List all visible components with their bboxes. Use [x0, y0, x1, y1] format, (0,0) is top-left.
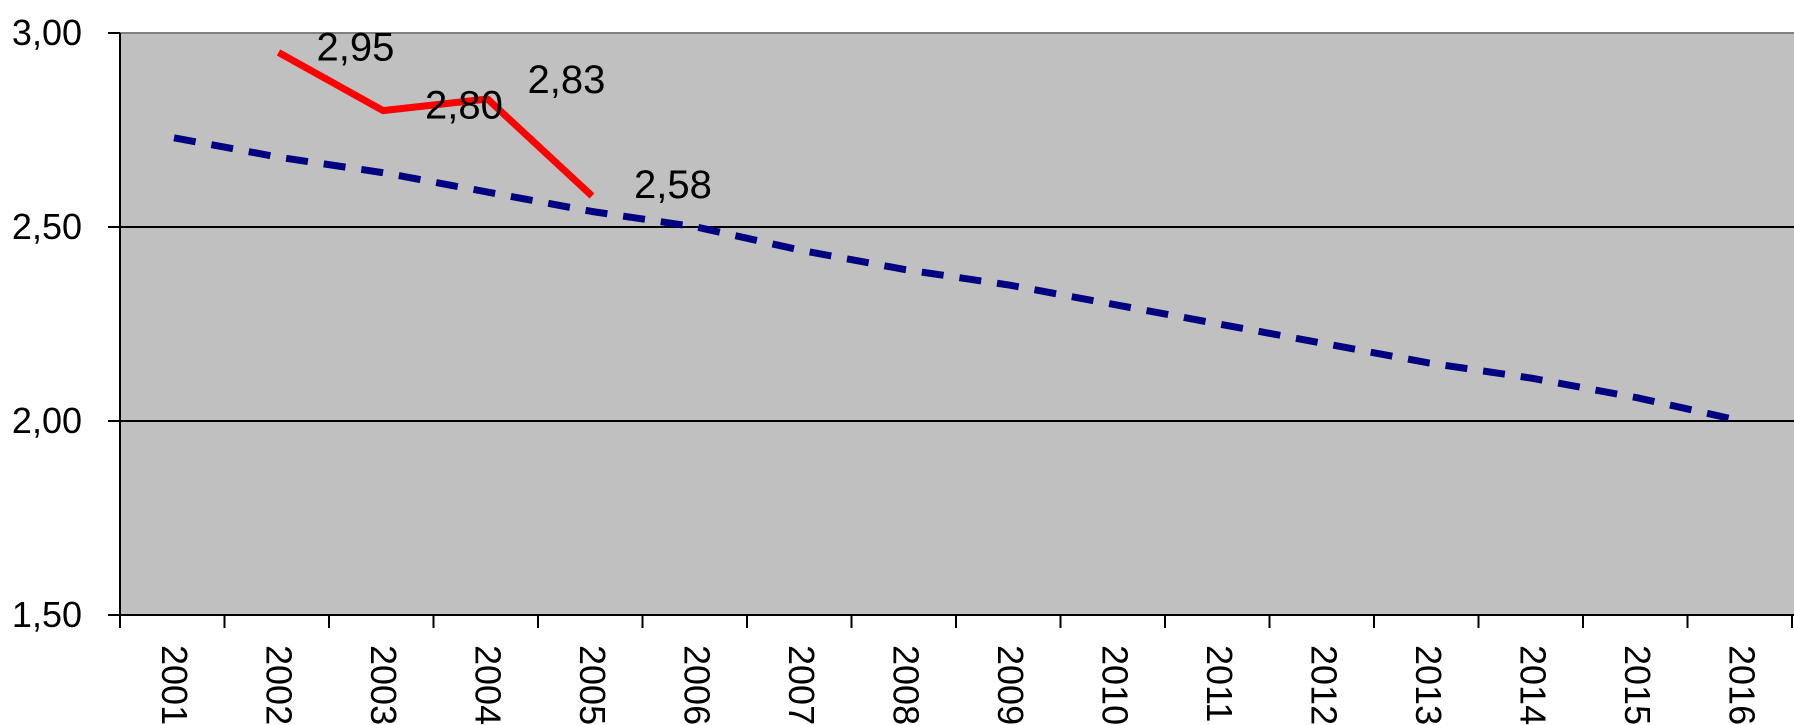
- x-tick-label: 2013: [1408, 645, 1449, 725]
- plot-area: [120, 33, 1794, 615]
- x-tick-label: 2012: [1304, 645, 1345, 725]
- axes: [108, 32, 1794, 628]
- y-tick-label: 3,00: [12, 12, 82, 53]
- x-tick-label: 2003: [363, 645, 404, 725]
- y-tick-label: 2,50: [12, 206, 82, 247]
- x-tick-label: 2008: [886, 645, 927, 725]
- x-tick-label: 2005: [572, 645, 613, 725]
- x-tick-label: 2016: [1722, 645, 1763, 725]
- x-axis-tick-labels: 2001 2002 2003 2004 2005 2006 2007 2008 2009 2010…: [154, 645, 1763, 725]
- x-tick-label: 2011: [1199, 645, 1240, 722]
- series-lines: [173, 49, 1743, 425]
- y-tick-label: 1,50: [12, 594, 82, 635]
- x-tick-label: 2007: [781, 645, 822, 725]
- gridlines: [120, 32, 1794, 422]
- x-tick-label: 2009: [990, 645, 1031, 725]
- series-line-solid: [276, 49, 595, 199]
- y-tick-label: 2,00: [12, 400, 82, 441]
- data-label: 2,95: [317, 25, 395, 69]
- data-label: 2,80: [425, 84, 503, 128]
- x-tick-label: 2004: [468, 645, 509, 725]
- x-tick-label: 2002: [259, 645, 300, 725]
- data-label: 2,83: [528, 58, 606, 102]
- x-tick-label: 2001: [154, 645, 195, 725]
- data-labels: 2,95 2,80 2,83 2,58: [317, 25, 712, 207]
- data-label: 2,58: [634, 163, 712, 207]
- x-tick-label: 2010: [1095, 645, 1136, 725]
- y-axis-tick-labels: 1,50 2,00 2,50 3,00: [12, 12, 82, 635]
- x-tick-label: 2014: [1513, 645, 1554, 725]
- x-tick-label: 2015: [1617, 645, 1658, 725]
- x-tick-label: 2006: [677, 645, 718, 725]
